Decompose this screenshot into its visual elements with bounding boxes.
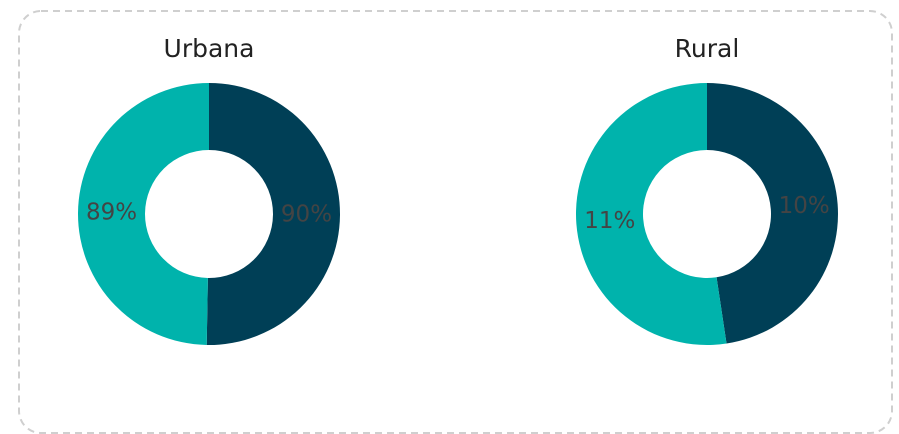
chart-title: Urbana [164, 34, 255, 63]
slice-label: 90% [281, 201, 332, 227]
chart-title: Rural [675, 34, 740, 63]
slice-label: 10% [779, 193, 830, 219]
donut-slice [206, 83, 340, 346]
donut-slice [576, 83, 727, 345]
slice-label: 11% [584, 208, 635, 234]
panel-border [18, 10, 893, 434]
donut-slice [77, 83, 209, 345]
donut-slice [707, 83, 839, 344]
slice-label: 89% [86, 200, 137, 226]
